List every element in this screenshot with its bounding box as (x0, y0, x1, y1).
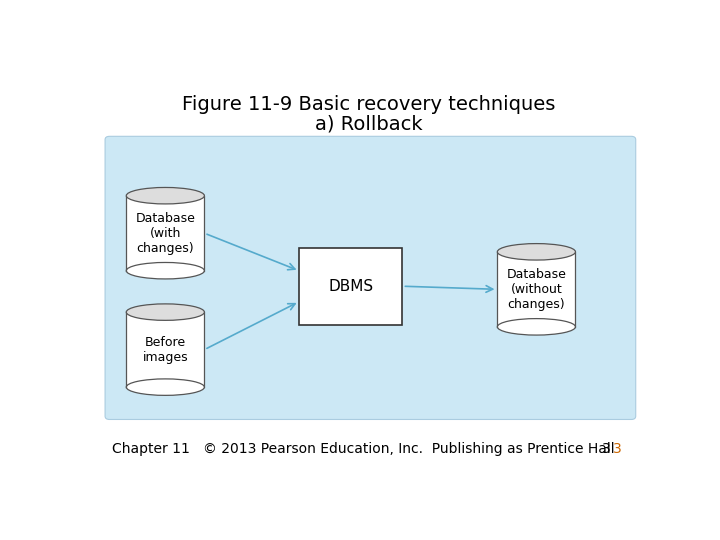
Text: Database
(without
changes): Database (without changes) (506, 268, 567, 311)
Ellipse shape (126, 187, 204, 204)
Text: a) Rollback: a) Rollback (315, 114, 423, 133)
Ellipse shape (498, 244, 575, 260)
Bar (300, 248, 402, 325)
Ellipse shape (498, 319, 575, 335)
Text: Database
(with
changes): Database (with changes) (135, 212, 195, 255)
FancyBboxPatch shape (105, 136, 636, 420)
Ellipse shape (126, 262, 204, 279)
Text: Figure 11-9 Basic recovery techniques: Figure 11-9 Basic recovery techniques (182, 95, 556, 114)
Text: DBMS: DBMS (328, 279, 374, 294)
Ellipse shape (126, 379, 204, 395)
Bar (498, 252, 575, 327)
Text: Before
images: Before images (143, 336, 188, 363)
Text: 3: 3 (613, 442, 621, 456)
Ellipse shape (126, 304, 204, 320)
Bar (126, 195, 204, 271)
Bar (126, 312, 204, 387)
Text: Chapter 11   © 2013 Pearson Education, Inc.  Publishing as Prentice Hall: Chapter 11 © 2013 Pearson Education, Inc… (112, 442, 615, 456)
Text: 3: 3 (602, 442, 611, 456)
